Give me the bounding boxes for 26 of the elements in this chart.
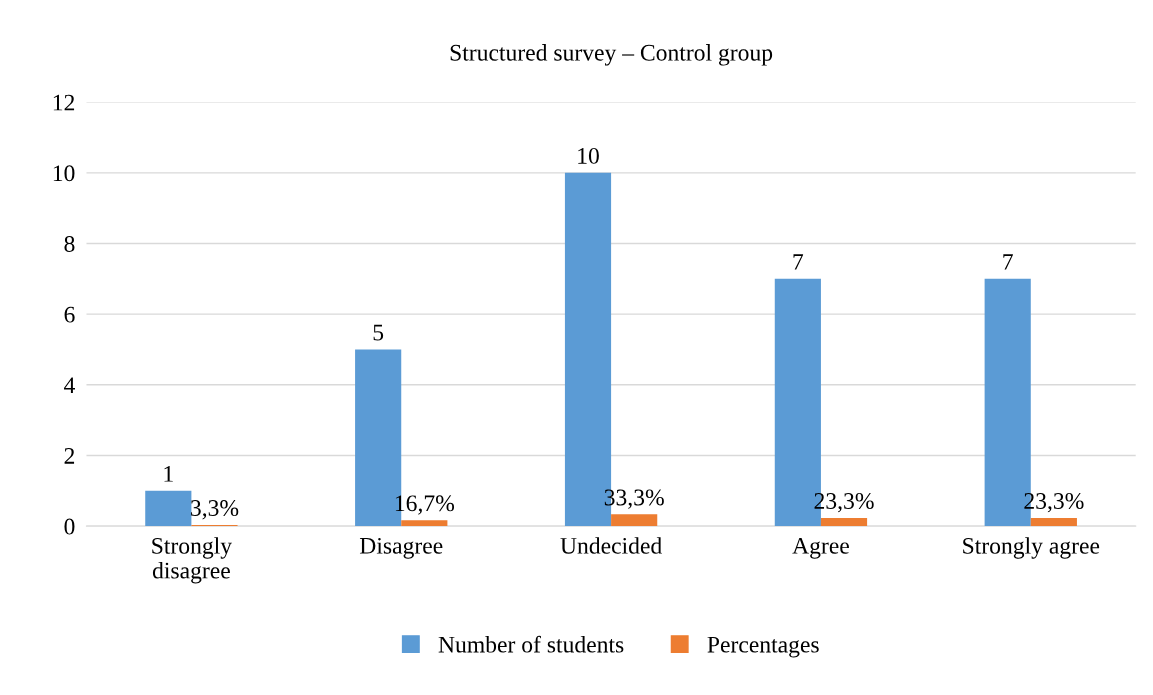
x-tick-label: Disagree	[359, 537, 443, 559]
bar	[1030, 517, 1077, 527]
data-label: 7	[1003, 254, 1013, 270]
chart-title: Structured survey – Control group	[450, 44, 773, 66]
bar	[401, 520, 448, 527]
x-tick-label: Undecided	[560, 537, 662, 554]
x-tick-label: Strongly disagree	[152, 537, 232, 584]
y-tick-label: 10	[53, 165, 75, 182]
y-tick-label: 0	[64, 518, 75, 535]
legend-label: Percentages	[707, 636, 819, 658]
data-label: 1	[164, 466, 173, 482]
y-tick-label: 8	[64, 235, 75, 252]
data-label: 10	[578, 147, 599, 164]
x-tick-label: Agree	[792, 537, 849, 559]
legend-label: Number of students	[438, 635, 624, 653]
data-label: 3,3%	[191, 500, 239, 520]
y-tick-label: 12	[53, 94, 75, 111]
bar	[145, 490, 192, 527]
y-tick-label: 2	[64, 448, 75, 464]
y-tick-label: 4	[64, 377, 75, 393]
data-label: 5	[373, 324, 384, 341]
x-tick-label: Strongly agree	[963, 537, 1100, 559]
bar	[611, 514, 658, 527]
bar	[820, 517, 868, 527]
data-label: 7	[793, 254, 804, 270]
y-tick-label: 6	[64, 306, 75, 323]
